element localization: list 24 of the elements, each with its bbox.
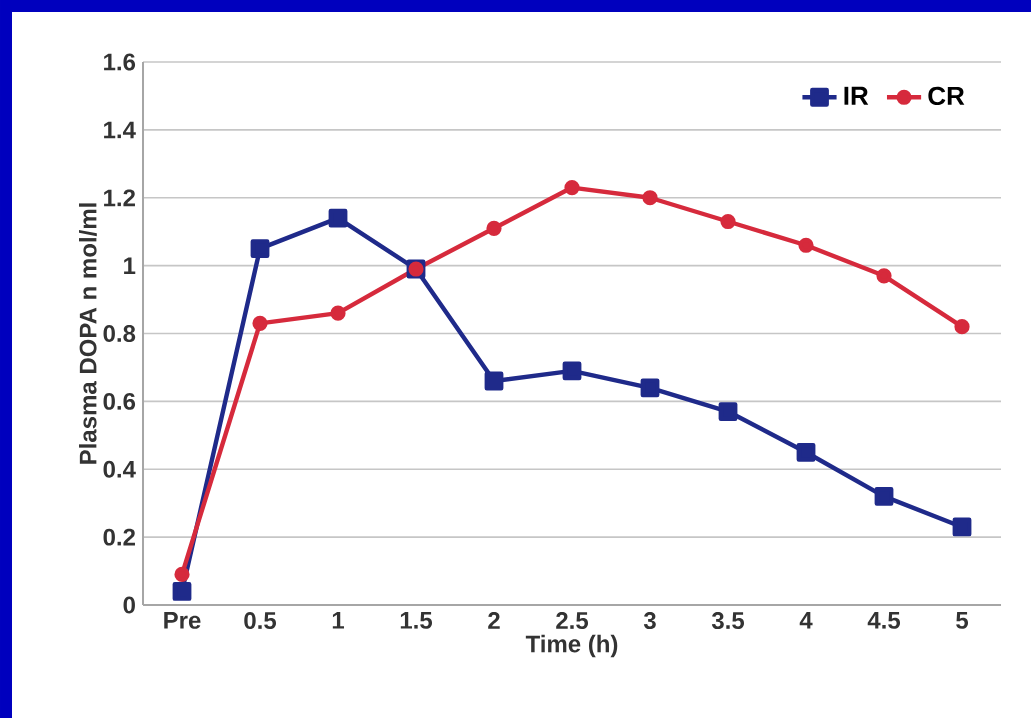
x-tick-label: 1.5 bbox=[400, 612, 433, 629]
x-axis-title: Time (h) bbox=[525, 634, 618, 658]
x-tick-label: 4 bbox=[799, 612, 813, 629]
y-tick-label: 1 bbox=[124, 257, 136, 274]
x-tick-label: 2.5 bbox=[556, 612, 589, 630]
y-tick-label: 0.2 bbox=[103, 528, 135, 546]
x-tick-label: Pre bbox=[164, 612, 201, 629]
y-tick-label: 0.4 bbox=[103, 460, 136, 478]
x-tick-label: 2 bbox=[488, 612, 500, 629]
x-tick-label: 1 bbox=[332, 612, 344, 629]
x-tick-label: 4.5 bbox=[867, 612, 901, 629]
y-tick-label: 0.8 bbox=[103, 325, 136, 342]
x-tick-label: 3 bbox=[643, 612, 656, 630]
x-tick-label: 0.5 bbox=[244, 612, 277, 630]
y-tick-label: 0 bbox=[123, 596, 135, 614]
y-axis-title: Plasma DOPA n mol/ml bbox=[78, 203, 97, 464]
legend-label: IR bbox=[844, 86, 869, 105]
y-tick-label: 1.2 bbox=[104, 189, 135, 207]
y-tick-label: 1.4 bbox=[104, 121, 136, 139]
legend-label: CR bbox=[928, 86, 965, 106]
x-tick-label: 3.5 bbox=[711, 612, 745, 630]
x-tick-label: 5 bbox=[956, 612, 969, 629]
y-tick-label: 1.6 bbox=[104, 53, 136, 71]
y-tick-label: 0.6 bbox=[103, 392, 136, 410]
